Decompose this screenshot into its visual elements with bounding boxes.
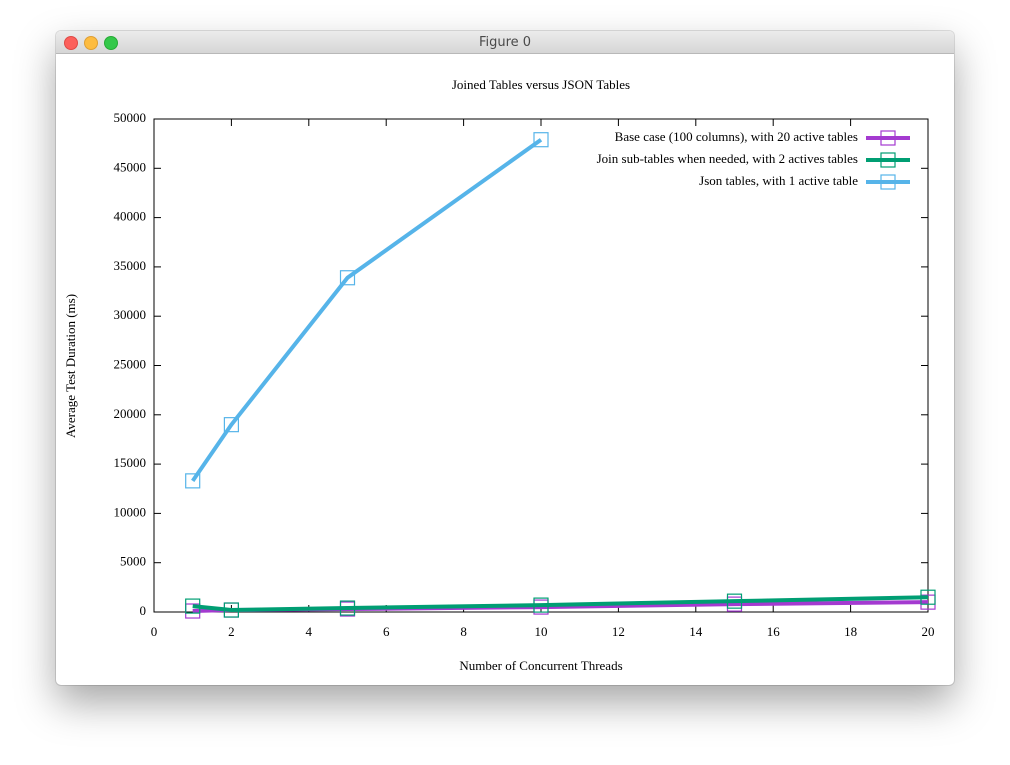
x-tick-label: 18 [844, 624, 857, 639]
x-axis-label: Number of Concurrent Threads [459, 658, 622, 673]
point-marker [533, 132, 549, 148]
x-tick-label: 14 [689, 624, 703, 639]
minimize-button[interactable] [84, 36, 98, 50]
x-tick-label: 10 [535, 624, 548, 639]
point-marker [223, 602, 239, 618]
point-marker [185, 598, 201, 614]
y-tick-label: 10000 [114, 504, 147, 519]
point-marker [339, 270, 356, 286]
legend-marker [880, 130, 896, 146]
y-tick-label: 50000 [114, 110, 147, 125]
chart-title: Joined Tables versus JSON Tables [452, 77, 630, 92]
legend-label: Base case (100 columns), with 20 active … [615, 129, 858, 144]
legend-marker [880, 152, 896, 168]
point-marker [223, 417, 239, 433]
legend-label: Join sub-tables when needed, with 2 acti… [597, 151, 858, 166]
series-line [191, 138, 543, 482]
point-marker [339, 600, 356, 616]
legend-label: Json tables, with 1 active table [699, 173, 858, 188]
window: Figure 0 [56, 31, 954, 685]
x-tick-label: 12 [612, 624, 625, 639]
point-marker [185, 473, 201, 489]
point-marker [726, 593, 743, 609]
y-tick-label: 25000 [114, 356, 147, 371]
window-title: Figure 0 [478, 35, 532, 50]
zoom-button[interactable] [104, 36, 118, 50]
title-bar: Figure 0 [56, 31, 954, 54]
y-tick-label: 0 [140, 603, 147, 618]
y-tick-label: 30000 [114, 307, 147, 322]
x-tick-label: 8 [460, 624, 467, 639]
y-tick-label: 40000 [114, 209, 147, 224]
x-tick-label: 2 [228, 624, 235, 639]
close-button[interactable] [64, 36, 78, 50]
y-tick-label: 5000 [120, 554, 146, 569]
y-tick-label: 35000 [114, 258, 147, 273]
y-axis-label: Average Test Duration (ms) [63, 294, 78, 438]
plot-border [153, 118, 929, 613]
x-tick-label: 20 [922, 624, 935, 639]
legend-marker [880, 174, 896, 190]
point-marker [920, 589, 936, 605]
y-tick-label: 45000 [114, 159, 147, 174]
x-tick-label: 4 [306, 624, 313, 639]
x-tick-label: 0 [151, 624, 158, 639]
x-tick-label: 6 [383, 624, 390, 639]
x-tick-label: 16 [767, 624, 781, 639]
point-marker [533, 597, 549, 613]
y-tick-label: 15000 [114, 455, 147, 470]
y-tick-label: 20000 [114, 406, 147, 421]
